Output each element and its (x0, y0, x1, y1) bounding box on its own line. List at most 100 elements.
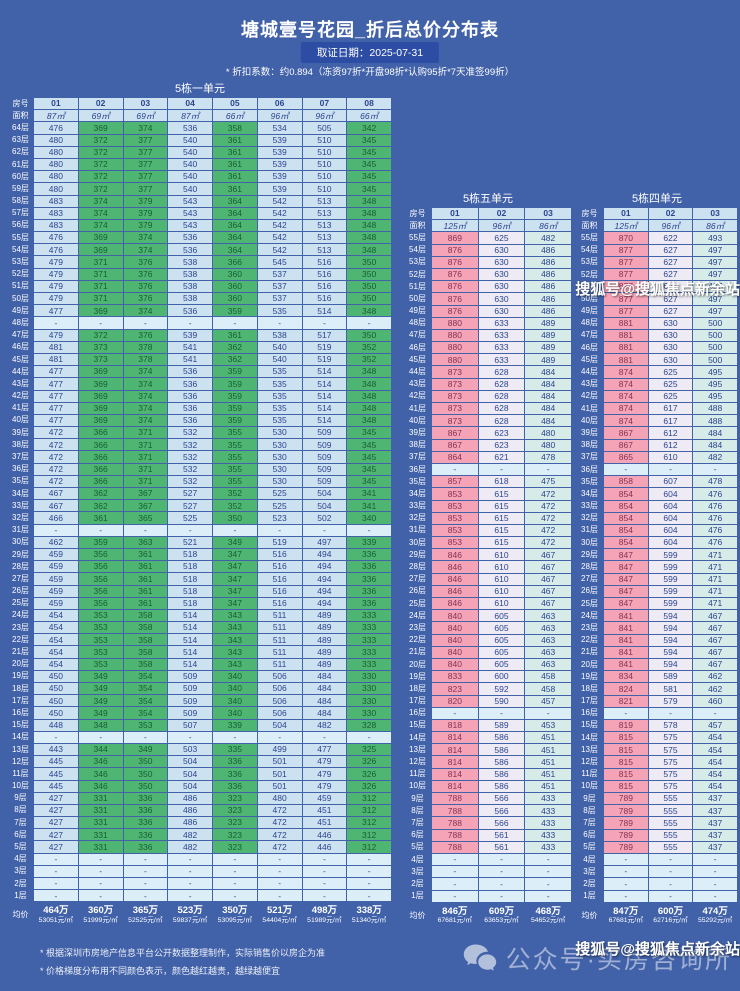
price-cell: 788 (432, 829, 479, 842)
price-cell: 376 (123, 280, 169, 293)
price-cell: 846 (432, 561, 479, 574)
price-cell: 331 (78, 792, 124, 805)
price-cell: 454 (34, 658, 79, 671)
price-cell: 484 (302, 695, 348, 708)
price-cell: 514 (168, 609, 213, 623)
column-header: 03 (693, 208, 738, 221)
price-cell: 615 (478, 488, 526, 501)
price-cell: - (257, 853, 303, 866)
floor-label: 17层 (12, 695, 29, 705)
price-cell: - (213, 865, 258, 878)
price-cell: 364 (213, 232, 258, 245)
price-cell: 506 (257, 707, 303, 720)
price-cell: 814 (432, 756, 479, 769)
floor-label: 50层 (12, 293, 29, 303)
price-cell: 475 (525, 476, 572, 489)
floor-label: 48层 (409, 318, 426, 328)
price-cell: - (347, 317, 392, 330)
watermark-bottom: 搜狐号@搜狐焦点新余站 (575, 941, 740, 958)
watermark-top: 搜狐号@搜狐焦点新余站 (575, 281, 740, 298)
column-header: 03 (123, 98, 169, 111)
price-cell: 542 (257, 207, 303, 220)
floor-label: 14层 (409, 732, 426, 742)
price-cell: 363 (123, 536, 169, 549)
price-cell: 350 (347, 268, 392, 281)
price-cell: 623 (478, 427, 526, 440)
price-cell: 846 (432, 549, 479, 562)
price-cell: 353 (78, 609, 124, 623)
price-cell: 433 (525, 793, 572, 806)
price-cell: 366 (78, 451, 124, 464)
price-cell: 873 (432, 415, 479, 428)
price-cell: - (78, 731, 124, 744)
price-cell: 358 (123, 609, 169, 623)
price-cell: 467 (693, 634, 738, 647)
price-cell: 361 (213, 134, 258, 147)
floor-label: 14层 (12, 732, 29, 742)
price-cell: 486 (168, 792, 213, 805)
price-cell: 621 (478, 451, 526, 464)
floor-label: 6层 (14, 829, 27, 839)
price-cell: 543 (168, 207, 213, 220)
price-cell: 467 (693, 622, 738, 635)
avg-label: 均价 (12, 910, 29, 920)
price-cell: 590 (478, 695, 526, 708)
price-cell: 361 (213, 329, 258, 342)
price-cell: 494 (302, 548, 348, 562)
price-cell: 472 (257, 829, 303, 842)
price-cell: - (432, 890, 479, 903)
floor-label: 11层 (409, 769, 426, 779)
price-cell: 633 (478, 354, 526, 367)
floor-label: 19层 (12, 671, 29, 681)
price-cell: 530 (257, 439, 303, 452)
floor-label: 31层 (12, 525, 29, 535)
price-cell: 333 (347, 622, 392, 635)
price-cell: 880 (432, 317, 479, 330)
price-cell: 359 (213, 402, 258, 415)
floor-label: 7层 (14, 817, 27, 827)
price-cell: 340 (347, 512, 392, 525)
floor-label: 42层 (409, 391, 426, 401)
price-cell: 459 (34, 597, 79, 610)
price-cell: 853 (432, 488, 479, 501)
price-cell: 471 (693, 598, 738, 611)
price-cell: 372 (78, 146, 124, 159)
price-cell: 510 (302, 158, 348, 172)
floor-label: 25层 (581, 598, 598, 608)
price-cell: 846 (432, 598, 479, 611)
price-cell: 486 (525, 244, 572, 257)
floor-label: 49层 (409, 306, 426, 316)
price-cell: 820 (432, 695, 479, 708)
area-cell: 87㎡ (34, 110, 79, 123)
price-cell: - (213, 878, 258, 891)
price-cell: 507 (168, 719, 213, 732)
price-cell: - (123, 890, 169, 903)
price-cell: 615 (478, 537, 526, 550)
price-cell: - (78, 865, 124, 878)
price-cell: 814 (432, 744, 479, 757)
price-cell: 445 (34, 768, 79, 781)
wechat-icon (463, 944, 496, 971)
price-cell: 346 (78, 768, 124, 781)
price-cell: 369 (78, 366, 124, 379)
price-cell: - (693, 866, 738, 879)
price-cell: 586 (478, 756, 526, 769)
price-cell: 427 (34, 829, 79, 842)
price-cell: 594 (648, 658, 694, 672)
floor-label: 55层 (581, 232, 598, 242)
floor-label: 26层 (409, 586, 426, 596)
floor-label: 14层 (581, 732, 598, 742)
price-cell: 555 (648, 793, 694, 806)
price-cell: 874 (604, 390, 649, 403)
price-cell: 592 (478, 683, 526, 696)
price-cell: 518 (168, 585, 213, 598)
price-cell: - (168, 890, 213, 903)
price-cell: 610 (478, 549, 526, 562)
price-cell: 371 (78, 256, 124, 269)
price-cell: 472 (525, 500, 572, 513)
price-cell: - (78, 890, 124, 903)
price-cell: 361 (213, 183, 258, 196)
price-cell: - (123, 853, 169, 866)
floor-label: 50层 (581, 293, 598, 303)
price-cell: 622 (648, 232, 694, 245)
